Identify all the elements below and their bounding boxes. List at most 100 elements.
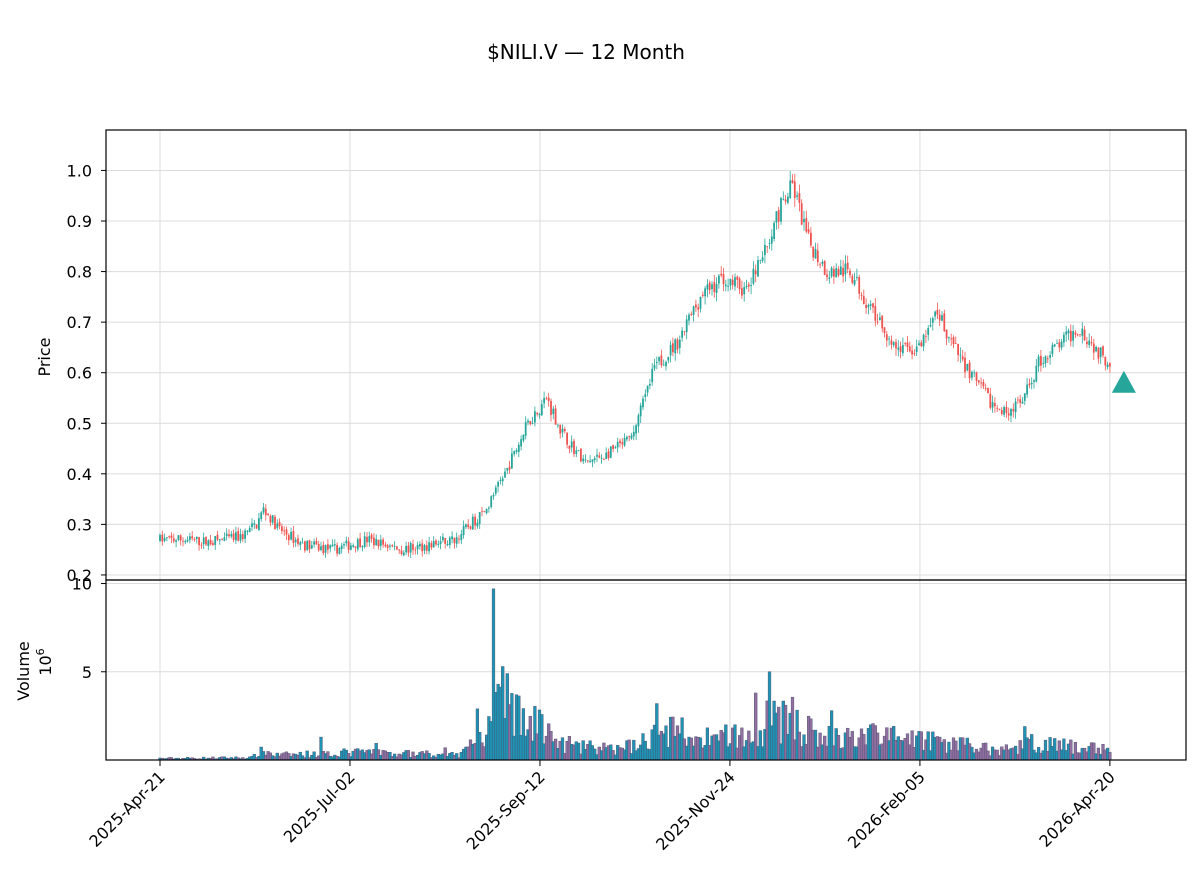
candle-body xyxy=(552,408,555,415)
candle-body xyxy=(653,364,656,369)
price-tick-label: 0.3 xyxy=(67,515,92,534)
candle-body xyxy=(793,181,796,198)
price-gridlines xyxy=(106,130,1186,580)
candle-body xyxy=(895,341,897,349)
candle-body xyxy=(182,540,184,542)
candle-body xyxy=(363,536,366,547)
candle-body xyxy=(614,447,617,449)
candle-body xyxy=(922,334,925,347)
candle-body xyxy=(322,545,325,554)
candle-body xyxy=(582,458,585,462)
candle-body xyxy=(283,530,286,532)
candle-body xyxy=(980,382,982,384)
candle-body xyxy=(193,539,196,541)
candle-body xyxy=(1067,330,1070,334)
candle-body xyxy=(591,459,594,462)
candle-body xyxy=(984,387,987,389)
candle-body xyxy=(584,459,587,461)
candle-body xyxy=(241,534,244,539)
candle-body xyxy=(1069,330,1072,342)
candle-body xyxy=(731,279,734,285)
candle-body xyxy=(651,368,654,383)
candle-body xyxy=(1012,408,1015,412)
candle-body xyxy=(1017,399,1019,401)
candle-body xyxy=(596,454,598,457)
candle-body xyxy=(1014,401,1017,413)
candle-body xyxy=(347,541,350,550)
candle-body xyxy=(688,314,690,321)
candle-body xyxy=(1051,345,1054,355)
candle-body xyxy=(177,535,180,540)
candle-body xyxy=(646,385,649,393)
candle-body xyxy=(258,518,260,530)
volume-tick-label: 10 xyxy=(72,575,92,594)
candle-body xyxy=(1076,334,1079,336)
price-tick-label: 0.9 xyxy=(67,212,92,231)
candle-body xyxy=(892,342,895,346)
candle-body xyxy=(826,274,828,278)
candle-body xyxy=(828,277,831,280)
candle-body xyxy=(455,537,458,544)
candle-body xyxy=(485,509,488,514)
candle-body xyxy=(225,533,228,537)
candle-body xyxy=(791,180,794,183)
candle-body xyxy=(607,451,610,459)
candle-body xyxy=(593,458,596,461)
candle-body xyxy=(869,304,872,306)
candle-body xyxy=(315,540,318,545)
candle-body xyxy=(683,331,686,333)
candle-body xyxy=(239,534,242,541)
candle-body xyxy=(1063,334,1065,343)
candle-body xyxy=(294,539,297,543)
candle-body xyxy=(469,526,472,529)
candle-body xyxy=(598,455,601,458)
candle-body xyxy=(465,524,467,528)
candle-body xyxy=(329,545,332,549)
candle-body xyxy=(619,440,621,443)
candle-body xyxy=(1102,346,1104,356)
date-x-axis: 2025-Apr-21 2025-Jul-02 2025-Sep-12 2025-No… xyxy=(85,760,1119,854)
candle-body xyxy=(287,535,290,541)
candle-body xyxy=(665,361,667,367)
price-tick-label: 1.0 xyxy=(67,161,92,180)
candle-body xyxy=(757,260,759,277)
candle-body xyxy=(775,211,778,223)
candle-body xyxy=(1109,363,1111,367)
candle-body xyxy=(816,250,819,263)
candle-body xyxy=(494,487,497,494)
candle-body xyxy=(478,512,481,524)
candle-body xyxy=(338,547,341,555)
candle-body xyxy=(876,321,879,323)
volume-tick-label: 5 xyxy=(82,663,92,682)
candle-body xyxy=(1044,356,1047,364)
candle-body xyxy=(1060,341,1063,348)
candle-body xyxy=(382,539,384,545)
candle-body xyxy=(950,338,953,340)
candle-body xyxy=(754,270,757,275)
candle-body xyxy=(536,412,539,415)
candle-body xyxy=(777,210,780,222)
candle-body xyxy=(559,424,562,434)
candle-body xyxy=(471,516,474,530)
buy-signal-marker xyxy=(1111,370,1136,393)
candle-body xyxy=(662,364,665,366)
candle-body xyxy=(600,457,603,459)
candle-body xyxy=(708,282,711,291)
candle-body xyxy=(1079,334,1081,336)
candle-body xyxy=(1106,364,1109,368)
candle-body xyxy=(844,263,847,275)
candle-body xyxy=(658,357,660,362)
candle-body xyxy=(267,513,269,515)
candle-body xyxy=(764,244,766,256)
candle-body xyxy=(205,536,207,545)
candle-body xyxy=(773,223,775,239)
candle-body xyxy=(851,276,854,283)
candle-body xyxy=(375,538,378,546)
candle-body xyxy=(823,261,826,275)
candle-body xyxy=(361,546,364,548)
date-tick-label: 2026-Apr-20 xyxy=(1035,767,1118,850)
candle-body xyxy=(639,405,642,417)
candle-body xyxy=(991,402,994,408)
candle-body xyxy=(230,534,233,537)
candle-body xyxy=(513,451,516,454)
